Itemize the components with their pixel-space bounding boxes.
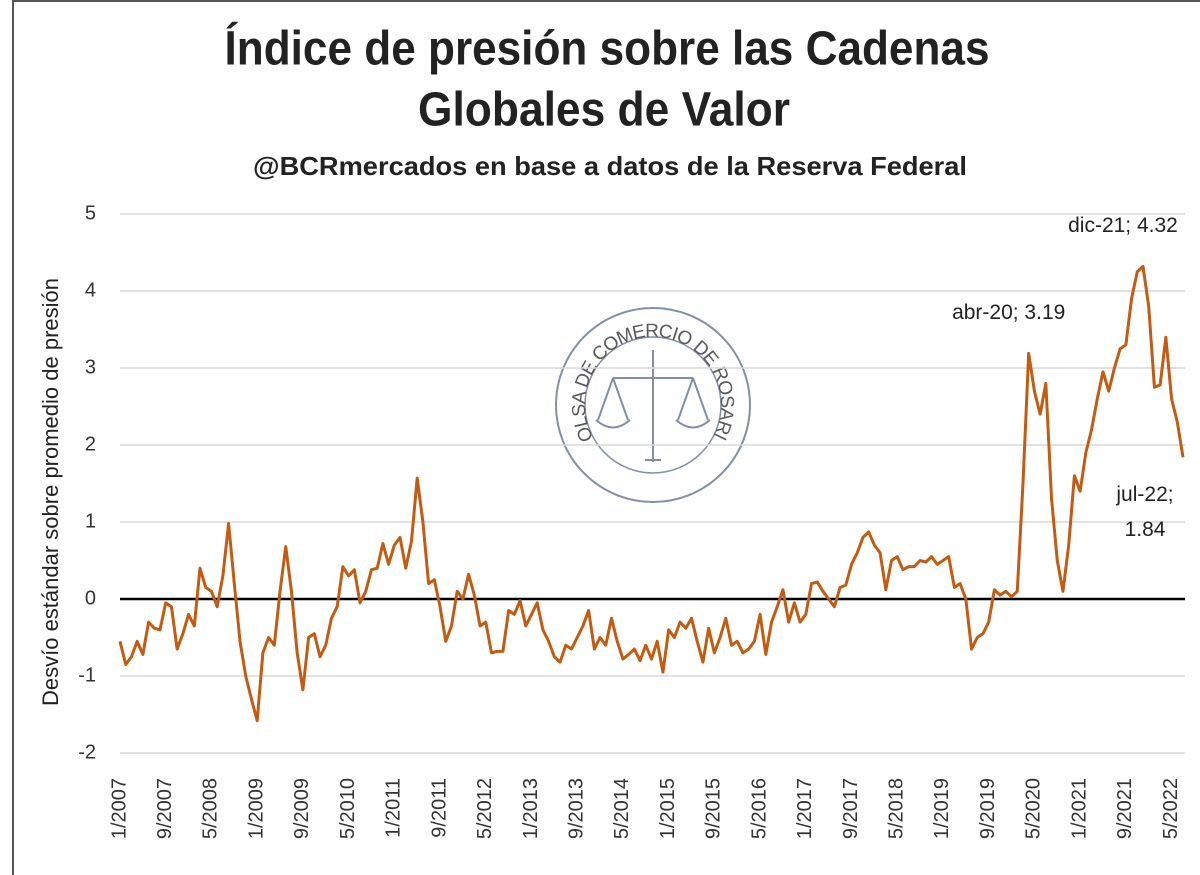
- x-tick-label: 1/2007: [108, 778, 130, 839]
- x-tick-label: 1/2017: [794, 778, 816, 839]
- y-axis-label: Desvío estándar sobre promedio de presió…: [38, 278, 63, 706]
- x-tick-label: 1/2011: [383, 778, 405, 838]
- x-tick-label: 9/2007: [154, 778, 176, 839]
- y-tick-label: 0: [85, 587, 96, 609]
- x-tick-label: 9/2013: [565, 778, 587, 839]
- x-tick-label: 9/2019: [977, 778, 999, 839]
- x-tick-label: 5/2012: [474, 778, 496, 839]
- x-tick-label: 1/2013: [520, 778, 542, 839]
- y-tick-label: 5: [85, 202, 96, 224]
- annotation: dic-21; 4.32: [1068, 214, 1178, 237]
- x-tick-label: 1/2015: [657, 778, 679, 839]
- chart-title: Globales de Valor: [418, 84, 790, 137]
- x-tick-label: 9/2017: [840, 778, 862, 839]
- x-tick-label: 5/2008: [200, 778, 222, 839]
- x-tick-label: 9/2011: [428, 778, 450, 838]
- y-tick-label: 2: [85, 433, 96, 455]
- x-tick-label: 5/2018: [886, 778, 908, 839]
- x-tick-label: 1/2009: [245, 778, 267, 839]
- x-tick-label: 5/2010: [337, 778, 359, 839]
- x-tick-label: 9/2009: [291, 778, 313, 839]
- chart-title: Índice de presión sobre las Cadenas: [225, 22, 990, 76]
- x-tick-label: 9/2021: [1114, 778, 1136, 839]
- chart-subtitle: @BCRmercados en base a datos de la Reser…: [253, 151, 967, 181]
- annotation: 1.84: [1125, 518, 1166, 541]
- x-tick-label: 9/2015: [703, 778, 725, 839]
- y-tick-label: -1: [78, 664, 96, 686]
- annotation: jul-22;: [1115, 483, 1173, 506]
- y-tick-label: 4: [85, 279, 96, 301]
- x-tick-label: 5/2016: [748, 778, 770, 839]
- x-tick-label: 5/2014: [611, 778, 633, 839]
- y-tick-label: 3: [85, 356, 96, 378]
- y-tick-label: 1: [85, 510, 96, 532]
- x-tick-label: 1/2021: [1068, 778, 1090, 839]
- x-tick-label: 5/2022: [1160, 778, 1182, 839]
- x-tick-label: 5/2020: [1023, 778, 1045, 839]
- y-tick-label: -2: [78, 741, 96, 763]
- annotation: abr-20; 3.19: [952, 301, 1065, 324]
- data-line: [118, 264, 1185, 723]
- x-tick-label: 1/2019: [931, 778, 953, 839]
